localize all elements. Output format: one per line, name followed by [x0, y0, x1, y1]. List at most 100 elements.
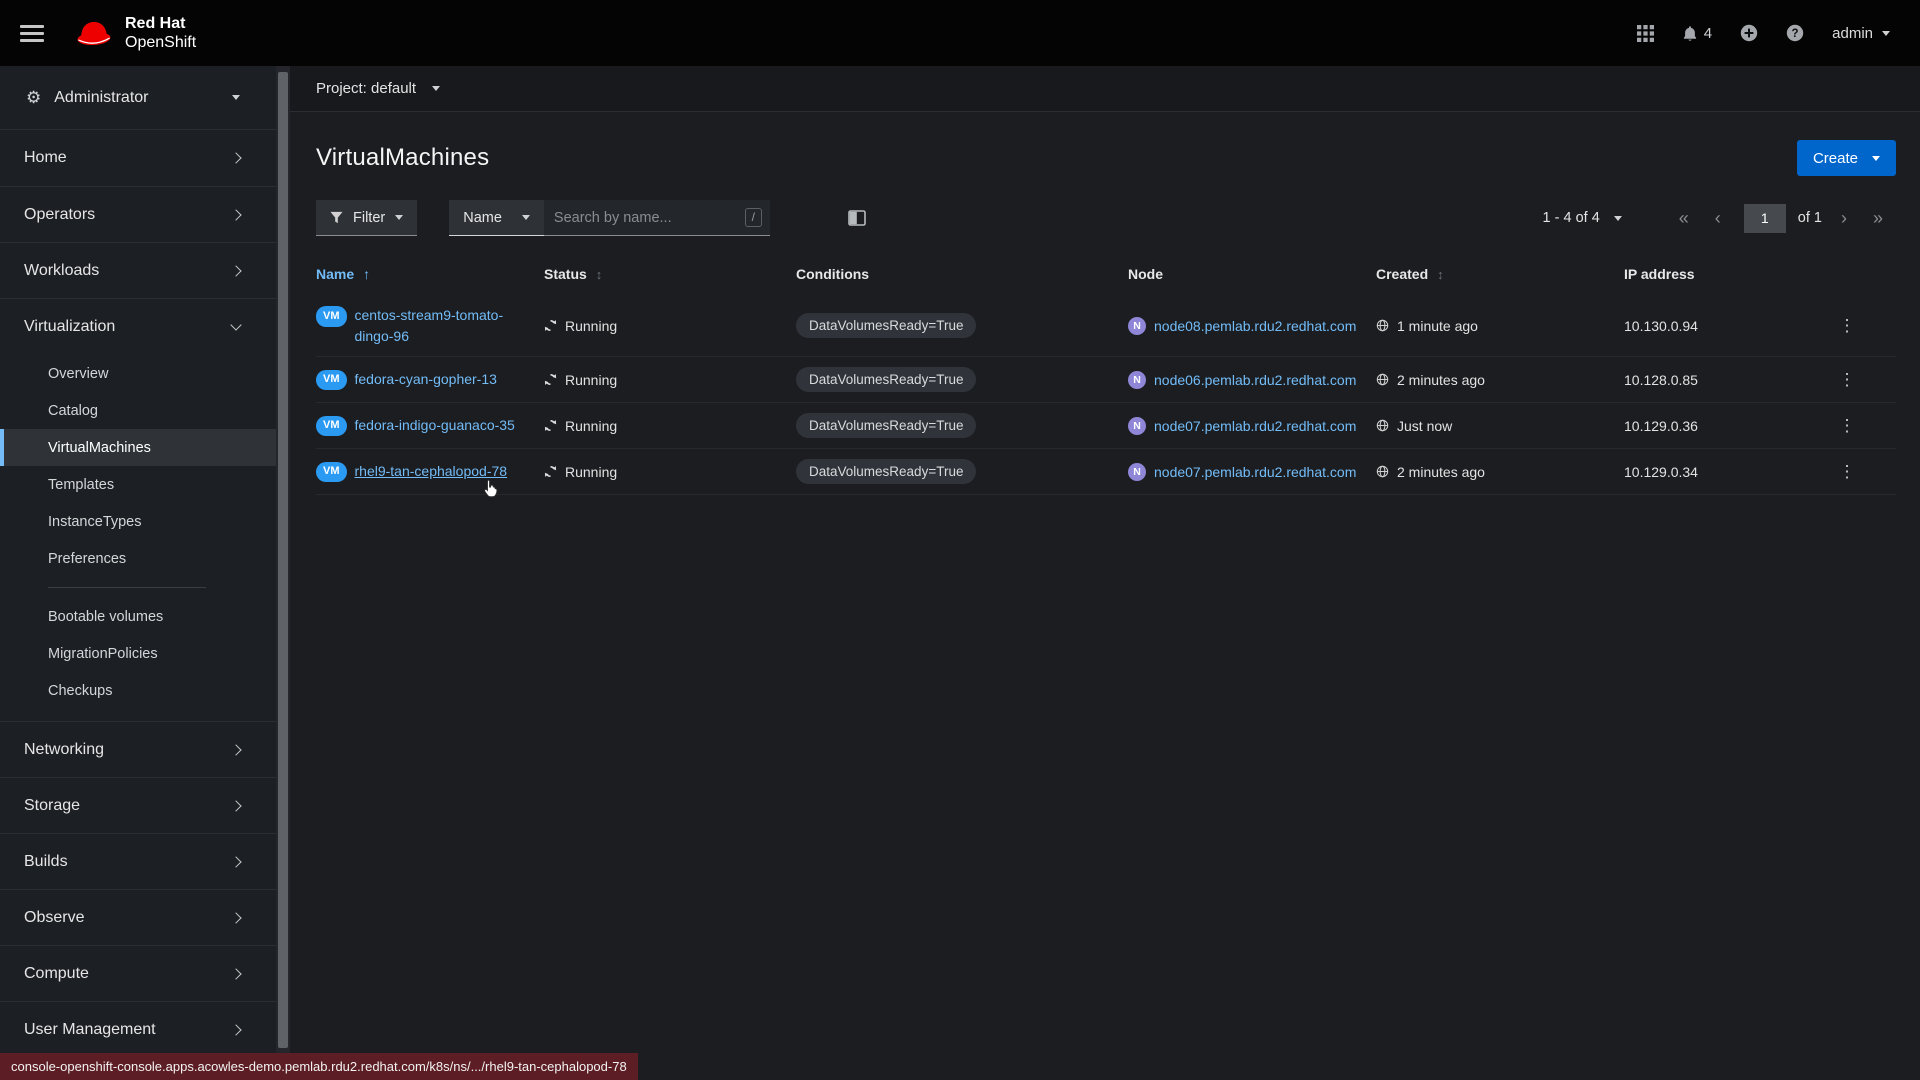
sidebar-item-virtualmachines[interactable]: VirtualMachines [0, 429, 276, 466]
notifications-bell[interactable]: 4 [1682, 25, 1712, 42]
ip-address: 10.129.0.34 [1624, 463, 1698, 480]
sidebar-item-preferences[interactable]: Preferences [48, 550, 127, 567]
sidebar-item-templates[interactable]: Templates [48, 476, 115, 493]
sidebar-item-storage[interactable]: Storage [0, 777, 276, 833]
apps-grid-icon[interactable] [1636, 24, 1654, 42]
ip-address: 10.129.0.36 [1624, 417, 1698, 434]
node-kind-badge: N [1128, 370, 1146, 389]
sidebar-item-home[interactable]: Home [0, 130, 276, 186]
chevron-down-icon [1872, 155, 1880, 161]
column-header-node: Node [1128, 266, 1163, 282]
sidebar-item-checkups[interactable]: Checkups [48, 682, 113, 699]
user-menu[interactable]: admin [1832, 25, 1890, 42]
last-page-button[interactable]: » [1872, 208, 1883, 228]
search-attribute-select[interactable]: Name [449, 200, 544, 236]
table-toolbar: Filter Name / 1 - 4 of 4 [316, 198, 1896, 238]
node-link[interactable]: node07.pemlab.rdu2.redhat.com [1154, 463, 1357, 480]
chevron-right-icon [230, 799, 242, 812]
username: admin [1832, 24, 1873, 42]
chevron-right-icon [230, 743, 242, 756]
brand-logo: Red Hat OpenShift [72, 14, 196, 52]
created-timestamp: 2 minutes ago [1397, 371, 1485, 388]
node-link[interactable]: node07.pemlab.rdu2.redhat.com [1154, 417, 1357, 434]
sidebar-item-workloads[interactable]: Workloads [0, 242, 276, 298]
ip-address: 10.130.0.94 [1624, 317, 1698, 334]
pagination-summary[interactable]: 1 - 4 of 4 [1543, 210, 1622, 226]
add-plus-circle-icon[interactable] [1740, 24, 1758, 42]
current-page-input[interactable] [1743, 203, 1786, 233]
sidebar-item-observe[interactable]: Observe [0, 889, 276, 945]
sync-running-icon [544, 319, 557, 332]
search-input[interactable] [553, 209, 739, 226]
kebab-menu-icon[interactable]: ⋮ [1838, 416, 1856, 435]
vm-kind-badge: VM [316, 306, 347, 328]
sidebar-item-migrationpolicies[interactable]: MigrationPolicies [48, 645, 158, 662]
kebab-menu-icon[interactable]: ⋮ [1838, 462, 1856, 481]
first-page-button[interactable]: « [1678, 208, 1689, 228]
chevron-down-icon [521, 215, 530, 220]
cogs-icon: ⚙ [26, 87, 42, 107]
sidebar-item-compute[interactable]: Compute [0, 945, 276, 1001]
sidebar-group-virtualization: Virtualization Overview Catalog VirtualM… [0, 298, 276, 721]
condition-pill: DataVolumesReady=True [796, 459, 977, 484]
masthead: Red Hat OpenShift 4 [0, 0, 1920, 66]
kebab-menu-icon[interactable]: ⋮ [1838, 370, 1856, 389]
link-preview-status-bar: console-openshift-console.apps.acowles-d… [0, 1053, 638, 1080]
perspective-switcher[interactable]: ⚙ Administrator [0, 66, 276, 130]
table-header-row: Name ↑ Status ↕ Conditions Node Created ↕ I… [316, 254, 1896, 295]
vm-status: Running [565, 317, 618, 334]
column-header-created[interactable]: Created ↕ [1376, 266, 1444, 282]
vm-name-link[interactable]: fedora-indigo-guanaco-35 [354, 416, 515, 433]
help-question-circle-icon[interactable]: ? [1786, 24, 1804, 42]
sidebar-item-operators[interactable]: Operators [0, 186, 276, 242]
manage-columns-button[interactable] [848, 210, 866, 226]
sidebar-nav: ⚙ Administrator Home Operators Workloads… [0, 66, 276, 1080]
vm-name-link[interactable]: rhel9-tan-cephalopod-78 [354, 462, 508, 479]
column-header-name[interactable]: Name ↑ [316, 266, 371, 282]
sidebar-item-overview[interactable]: Overview [48, 365, 109, 382]
condition-pill: DataVolumesReady=True [796, 313, 977, 338]
chevron-right-icon [230, 911, 242, 924]
menu-toggle-icon[interactable] [20, 21, 44, 46]
column-header-ip: IP address [1624, 266, 1695, 282]
chevron-right-icon [230, 208, 242, 221]
node-kind-badge: N [1128, 416, 1146, 435]
kebab-menu-icon[interactable]: ⋮ [1838, 316, 1856, 335]
sidebar-item-bootable-volumes[interactable]: Bootable volumes [48, 608, 164, 625]
filter-button[interactable]: Filter [316, 200, 418, 236]
bell-icon [1682, 25, 1698, 42]
divider [48, 587, 206, 588]
project-label: Project: default [316, 80, 417, 97]
sync-running-icon [544, 373, 557, 386]
sync-running-icon [544, 465, 557, 478]
next-page-button[interactable]: › [1840, 208, 1847, 228]
search-field: / [543, 200, 770, 236]
node-link[interactable]: node08.pemlab.rdu2.redhat.com [1154, 317, 1357, 334]
project-selector[interactable]: Project: default [290, 66, 1920, 112]
vm-name-link[interactable]: centos-stream9-tomato-dingo-96 [354, 307, 504, 344]
svg-text:?: ? [1792, 28, 1799, 40]
previous-page-button[interactable]: ‹ [1714, 208, 1721, 228]
sidebar-item-networking[interactable]: Networking [0, 721, 276, 777]
sidebar-item-user-management[interactable]: User Management [0, 1001, 276, 1057]
chevron-right-icon [230, 152, 242, 164]
chevron-right-icon [230, 855, 242, 868]
condition-pill: DataVolumesReady=True [796, 413, 977, 438]
link-preview-url: console-openshift-console.apps.acowles-d… [11, 1059, 627, 1074]
create-button[interactable]: Create [1796, 140, 1896, 176]
sidebar-item-builds[interactable]: Builds [0, 833, 276, 889]
notification-count: 4 [1703, 24, 1713, 42]
chevron-down-icon [432, 86, 441, 91]
sidebar-item-catalog[interactable]: Catalog [48, 402, 98, 419]
sidebar-item-virtualization[interactable]: Virtualization [0, 299, 276, 355]
globe-icon [1376, 419, 1389, 432]
table-row: VM fedora-indigo-guanaco-35 Running Data… [316, 403, 1896, 449]
sort-icon: ↕ [595, 266, 603, 282]
node-link[interactable]: node06.pemlab.rdu2.redhat.com [1154, 371, 1357, 388]
vm-name-link[interactable]: fedora-cyan-gopher-13 [354, 370, 497, 387]
sidebar-scrollbar[interactable] [276, 66, 290, 1080]
chevron-right-icon [230, 1023, 242, 1036]
scrollbar-thumb[interactable] [278, 72, 288, 1048]
column-header-status[interactable]: Status ↕ [544, 266, 603, 282]
sidebar-item-instancetypes[interactable]: InstanceTypes [48, 513, 142, 530]
